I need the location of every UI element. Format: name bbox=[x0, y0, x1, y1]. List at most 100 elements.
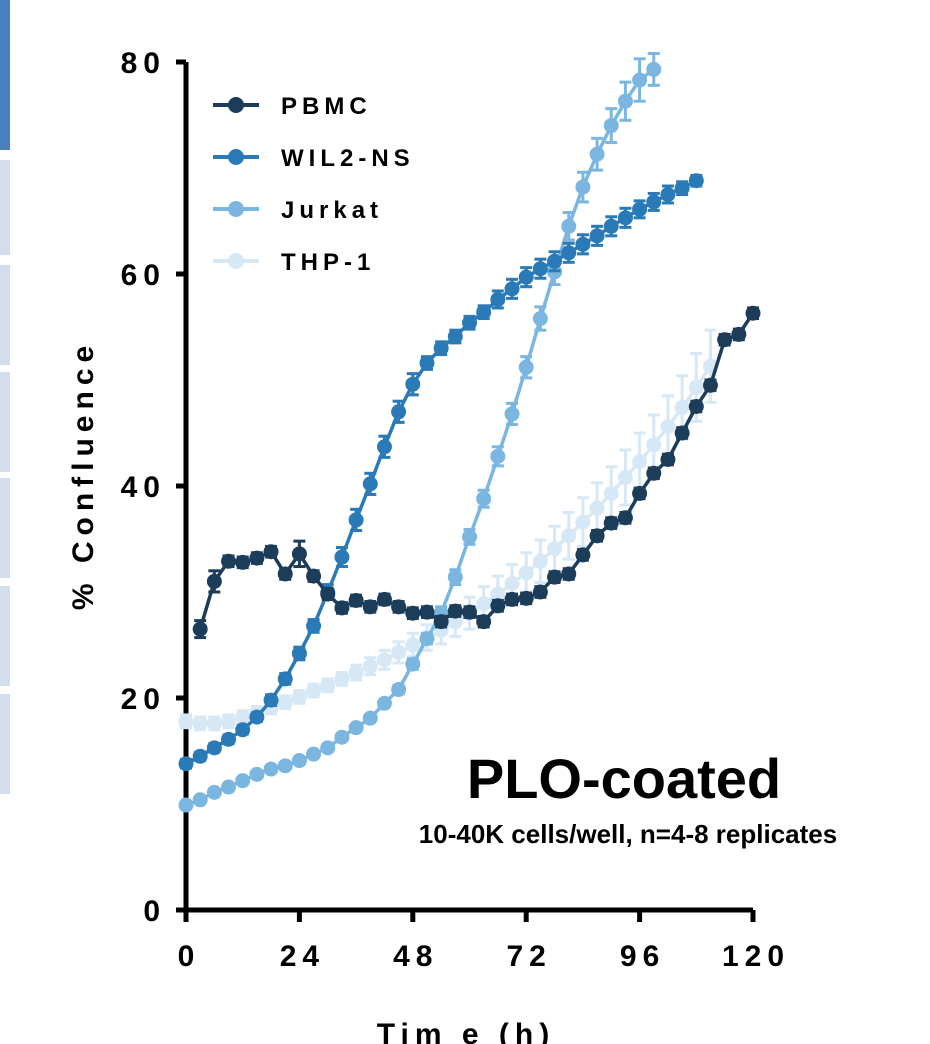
data-point bbox=[646, 465, 662, 481]
data-point bbox=[462, 529, 477, 545]
data-point bbox=[603, 118, 619, 134]
data-point bbox=[433, 340, 449, 356]
data-point bbox=[192, 621, 208, 637]
legend-label: WIL2-NS bbox=[281, 145, 415, 172]
data-point bbox=[575, 179, 591, 195]
data-point bbox=[547, 253, 563, 269]
legend: PBMC WIL2-NS Jurkat THP-1 bbox=[213, 93, 415, 276]
data-point bbox=[391, 682, 407, 698]
data-point bbox=[504, 591, 520, 607]
data-point bbox=[376, 591, 392, 607]
data-point bbox=[235, 709, 251, 725]
data-point bbox=[646, 61, 662, 77]
data-point bbox=[490, 586, 506, 602]
data-point bbox=[660, 187, 676, 202]
series-layer bbox=[178, 52, 761, 813]
y-tick-label: 0 bbox=[143, 895, 166, 928]
data-point bbox=[547, 541, 563, 557]
series-jurkat bbox=[178, 52, 662, 813]
data-point bbox=[277, 758, 293, 774]
series-pbmc bbox=[192, 305, 761, 640]
data-point bbox=[490, 598, 506, 614]
data-point bbox=[391, 644, 407, 660]
data-point bbox=[306, 618, 322, 634]
data-point bbox=[632, 454, 648, 470]
data-point bbox=[589, 528, 605, 544]
legend-marker bbox=[228, 201, 244, 217]
data-point bbox=[504, 281, 520, 297]
legend-item-jurkat: Jurkat bbox=[213, 197, 378, 224]
data-point bbox=[617, 470, 633, 486]
x-axis-title: Tim e (h) bbox=[377, 1018, 555, 1044]
data-point bbox=[263, 761, 279, 777]
y-axis-title: % Confluence bbox=[67, 340, 100, 610]
data-point bbox=[277, 694, 293, 710]
data-point bbox=[518, 359, 534, 375]
legend-label: PBMC bbox=[281, 93, 372, 120]
series-line bbox=[185, 365, 712, 726]
data-point bbox=[433, 614, 449, 630]
data-point bbox=[518, 269, 534, 285]
data-point bbox=[235, 773, 251, 789]
data-point bbox=[589, 228, 605, 244]
data-point bbox=[731, 326, 747, 342]
data-point bbox=[532, 261, 548, 277]
data-point bbox=[632, 201, 648, 217]
data-point bbox=[674, 425, 690, 441]
data-point bbox=[589, 146, 605, 162]
data-point bbox=[334, 729, 350, 745]
data-point bbox=[405, 605, 421, 621]
data-point bbox=[447, 329, 463, 345]
data-point bbox=[291, 546, 307, 562]
legend-marker bbox=[228, 253, 244, 269]
series-line bbox=[185, 179, 698, 766]
legend-item-wil2-ns: WIL2-NS bbox=[213, 145, 415, 172]
data-point bbox=[561, 218, 577, 234]
data-point bbox=[306, 683, 322, 699]
data-point bbox=[376, 652, 392, 668]
data-point bbox=[291, 689, 307, 705]
data-point bbox=[376, 439, 392, 455]
y-tick-label: 20 bbox=[121, 683, 166, 716]
annotation-main: PLO-coated bbox=[467, 747, 781, 810]
data-point bbox=[221, 553, 237, 569]
left-edge-panel bbox=[0, 0, 10, 794]
data-point bbox=[192, 792, 208, 808]
data-point bbox=[532, 584, 548, 600]
data-point bbox=[575, 236, 591, 252]
data-point bbox=[702, 377, 718, 393]
data-point bbox=[291, 753, 307, 769]
data-point bbox=[419, 631, 435, 647]
data-point bbox=[547, 569, 563, 585]
data-point bbox=[660, 452, 676, 467]
data-point bbox=[263, 544, 279, 560]
data-point bbox=[518, 565, 534, 581]
data-point bbox=[532, 311, 548, 327]
data-point bbox=[221, 779, 237, 795]
data-point bbox=[178, 756, 194, 772]
data-point bbox=[575, 514, 591, 530]
data-point bbox=[221, 713, 237, 729]
data-point bbox=[192, 715, 208, 731]
data-point bbox=[575, 547, 591, 563]
data-point bbox=[603, 218, 619, 234]
data-point bbox=[235, 722, 251, 738]
axes: 0 20 40 60 80 0 24 48 72 96 120 bbox=[121, 47, 790, 973]
data-point bbox=[306, 746, 322, 762]
data-point bbox=[660, 419, 676, 435]
data-point bbox=[291, 645, 307, 661]
data-point bbox=[476, 304, 492, 320]
legend-label: THP-1 bbox=[281, 249, 375, 276]
annotation-sub: 10-40K cells/well, n=4-8 replicates bbox=[419, 819, 837, 849]
data-point bbox=[617, 93, 633, 109]
data-point bbox=[688, 379, 704, 395]
data-point bbox=[688, 173, 704, 189]
data-point bbox=[419, 604, 435, 620]
data-point bbox=[192, 748, 208, 764]
data-point bbox=[206, 715, 222, 731]
data-point bbox=[249, 709, 265, 725]
data-point bbox=[490, 291, 506, 307]
data-point bbox=[206, 573, 222, 589]
x-tick-label: 120 bbox=[722, 940, 790, 973]
data-point bbox=[646, 194, 662, 210]
